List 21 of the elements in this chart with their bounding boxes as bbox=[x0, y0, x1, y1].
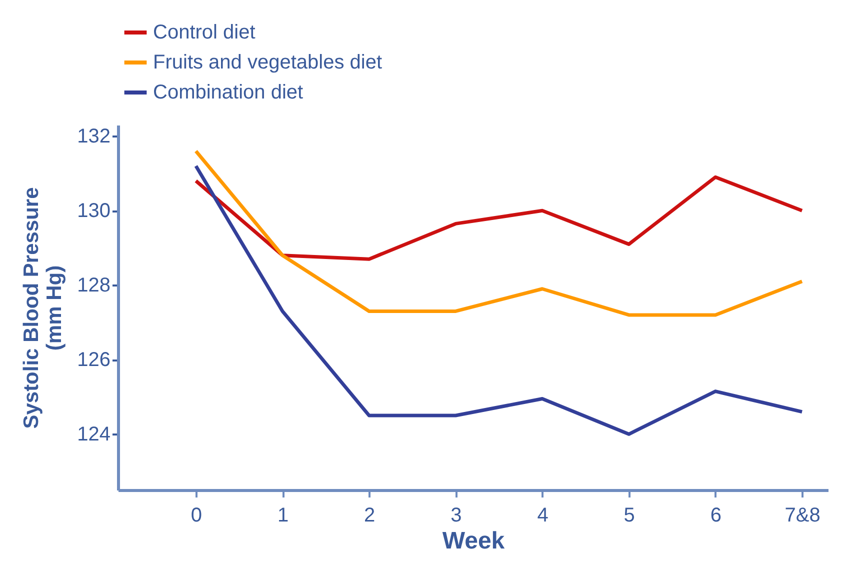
x-tick-label: 0 bbox=[190, 504, 202, 526]
legend-label: Fruits and vegetables diet bbox=[153, 52, 382, 74]
x-tick-label: 1 bbox=[277, 504, 289, 526]
x-tick-label: 4 bbox=[537, 504, 548, 526]
x-tick-label: 6 bbox=[710, 504, 722, 526]
line-series bbox=[194, 149, 804, 317]
y-tick-label: 130 bbox=[77, 200, 110, 222]
y-tick-label: 124 bbox=[77, 424, 110, 446]
y-tick-label: 128 bbox=[77, 274, 110, 297]
x-tick-label: 2 bbox=[364, 504, 376, 526]
y-tick-label: 132 bbox=[77, 126, 110, 148]
x-tick-label: 5 bbox=[624, 504, 635, 526]
legend-label: Combination diet bbox=[153, 82, 304, 104]
x-tick-label: 3 bbox=[450, 504, 462, 526]
y-axis-title: Systolic Blood Pressure (mm Hg) bbox=[20, 187, 66, 429]
y-tick-label: 126 bbox=[77, 349, 110, 372]
line-series bbox=[194, 175, 804, 261]
legend-label: Control diet bbox=[153, 22, 256, 44]
line-series bbox=[194, 164, 804, 436]
x-tick-label: 7&8 bbox=[784, 504, 820, 526]
x-axis-title: Week bbox=[442, 528, 506, 554]
